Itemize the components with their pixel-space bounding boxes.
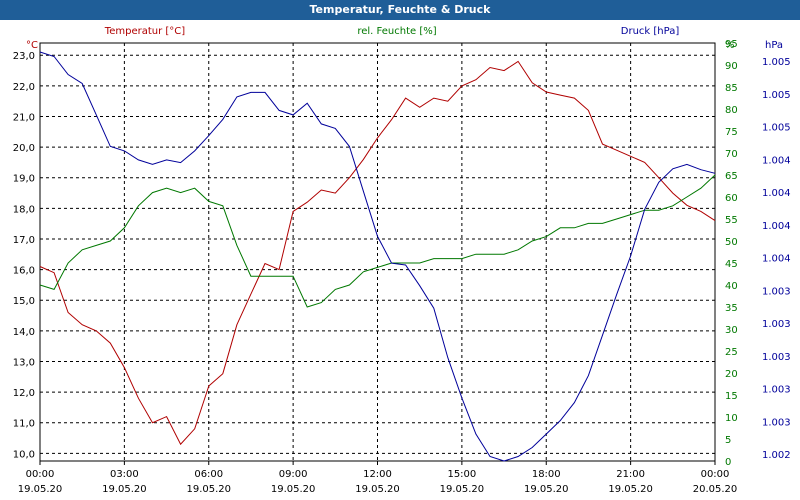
temperature-unit-label: °C [26,40,38,51]
x-tick-date: 19.05.20 [102,484,147,495]
x-tick-time: 09:00 [279,469,308,480]
x-tick-time: 00:00 [26,469,55,480]
x-tick-date: 19.05.20 [355,484,400,495]
x-tick-date: 19.05.20 [524,484,569,495]
y-left-tick-label: 21,0 [13,112,35,123]
y-left-tick-label: 18,0 [13,204,35,215]
y-humidity-tick-label: 5 [725,435,731,446]
y-humidity-tick-label: 90 [725,61,738,72]
y-left-tick-label: 10,0 [13,449,35,460]
y-pressure-tick-label: 1.005 [762,90,791,101]
x-tick-date: 19.05.20 [608,484,653,495]
x-tick-time: 18:00 [532,469,561,480]
y-pressure-tick-label: 1.004 [762,155,791,166]
x-tick-time: 21:00 [616,469,645,480]
y-humidity-tick-label: 20 [725,369,738,380]
y-pressure-tick-label: 1.005 [762,123,791,134]
x-tick-date: 19.05.20 [271,484,316,495]
y-left-tick-label: 12,0 [13,388,35,399]
y-pressure-tick-label: 1.002 [762,450,791,461]
y-left-tick-label: 22,0 [13,82,35,93]
y-pressure-tick-label: 1.003 [762,286,791,297]
y-left-tick-label: 19,0 [13,174,35,185]
temperature-header: Temperatur [°C] [104,26,185,37]
y-humidity-tick-label: 35 [725,303,738,314]
y-pressure-tick-label: 1.004 [762,221,791,232]
x-tick-date: 19.05.20 [186,484,231,495]
x-tick-time: 00:00 [701,469,730,480]
y-left-tick-label: 14,0 [13,327,35,338]
y-humidity-tick-label: 25 [725,347,738,358]
y-humidity-tick-label: 80 [725,105,738,116]
y-humidity-tick-label: 50 [725,237,738,248]
y-humidity-tick-label: 30 [725,325,738,336]
y-pressure-tick-label: 1.003 [762,352,791,363]
humidity-unit-label: % [725,40,735,51]
pressure-series-line [39,51,716,462]
y-humidity-tick-label: 10 [725,413,738,424]
y-left-tick-label: 11,0 [13,419,35,430]
x-tick-time: 03:00 [110,469,139,480]
pressure-unit-label: hPa [765,40,783,51]
window-title: Temperatur, Feuchte & Druck [0,0,800,20]
y-humidity-tick-label: 70 [725,149,738,160]
y-humidity-tick-label: 15 [725,391,738,402]
y-humidity-tick-label: 40 [725,281,738,292]
y-left-tick-label: 23,0 [13,51,35,62]
y-humidity-tick-label: 55 [725,215,738,226]
y-humidity-tick-label: 0 [725,457,731,468]
y-left-tick-label: 17,0 [13,235,35,246]
y-left-tick-label: 15,0 [13,296,35,307]
y-pressure-tick-label: 1.005 [762,57,791,68]
y-pressure-tick-label: 1.004 [762,254,791,265]
y-humidity-tick-label: 95 [725,39,738,50]
pressure-header: Druck [hPa] [621,26,680,37]
y-left-tick-label: 20,0 [13,143,35,154]
humidity-header: rel. Feuchte [%] [357,26,436,37]
y-pressure-tick-label: 1.003 [762,385,791,396]
x-tick-date: 19.05.20 [440,484,485,495]
x-tick-time: 06:00 [194,469,223,480]
temperature-series-line [39,60,716,446]
x-tick-date: 20.05.20 [693,484,738,495]
humidity-series-line [39,174,716,308]
y-pressure-tick-label: 1.004 [762,188,791,199]
y-humidity-tick-label: 75 [725,127,738,138]
y-humidity-tick-label: 45 [725,259,738,270]
y-left-tick-label: 13,0 [13,357,35,368]
x-tick-date: 19.05.20 [18,484,63,495]
x-tick-time: 12:00 [363,469,392,480]
y-humidity-tick-label: 65 [725,171,738,182]
y-humidity-tick-label: 85 [725,83,738,94]
x-tick-time: 15:00 [447,469,476,480]
y-pressure-tick-label: 1.003 [762,319,791,330]
y-pressure-tick-label: 1.003 [762,417,791,428]
y-humidity-tick-label: 60 [725,193,738,204]
y-left-tick-label: 16,0 [13,266,35,277]
